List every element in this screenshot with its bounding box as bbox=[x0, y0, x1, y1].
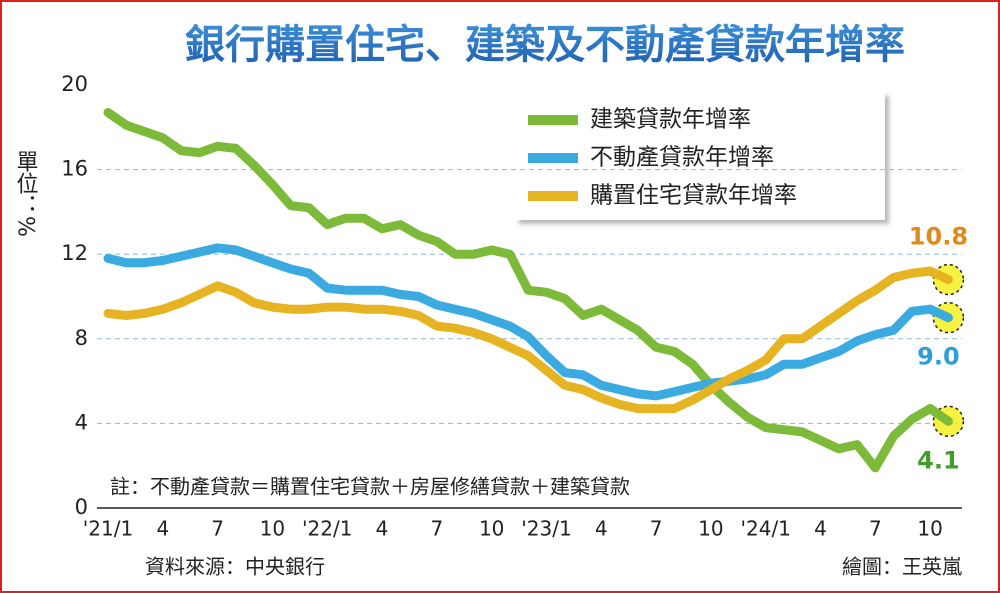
x-tick-label: 10 bbox=[698, 517, 723, 541]
line-end bbox=[925, 404, 953, 426]
line-series bbox=[103, 266, 953, 414]
x-tick-label: 7 bbox=[650, 517, 663, 541]
y-tick-label: 8 bbox=[75, 326, 88, 350]
x-tick-label: '23/1 bbox=[521, 517, 571, 541]
chart-title: 銀行購置住宅、建築及不動產貸款年增率 bbox=[185, 22, 905, 68]
x-tick-label: '21/1 bbox=[83, 517, 133, 541]
x-tick-label: '24/1 bbox=[741, 517, 791, 541]
x-tick-label: 7 bbox=[869, 517, 882, 541]
x-tick-label: 10 bbox=[479, 517, 504, 541]
source: 資料來源：中央銀行 bbox=[145, 555, 325, 579]
x-tick-label: 10 bbox=[917, 517, 942, 541]
x-tick-label: 4 bbox=[376, 517, 389, 541]
x-tick-label: 4 bbox=[595, 517, 608, 541]
x-tick-label: 10 bbox=[260, 517, 285, 541]
y-tick-label: 4 bbox=[75, 410, 88, 434]
y-axis-label: 單位：% bbox=[13, 150, 39, 237]
line-series bbox=[103, 243, 953, 401]
data-label: 10.8 bbox=[909, 223, 968, 251]
line-series bbox=[103, 108, 953, 473]
y-tick-label: 20 bbox=[61, 72, 88, 96]
legend-label: 不動產貸款年增率 bbox=[590, 145, 774, 171]
x-tick-label: 7 bbox=[211, 517, 224, 541]
y-tick-label: 12 bbox=[61, 241, 88, 265]
data-label: 9.0 bbox=[917, 343, 960, 371]
y-tick-label: 0 bbox=[75, 495, 88, 519]
credit: 繪圖：王英嵐 bbox=[842, 555, 962, 579]
x-tick-label: 4 bbox=[814, 517, 827, 541]
x-tick-label: 4 bbox=[156, 517, 169, 541]
y-tick-label: 16 bbox=[61, 157, 88, 181]
note: 註：不動產貸款＝購置住宅貸款＋房屋修繕貸款＋建築貸款 bbox=[110, 475, 630, 499]
line-end bbox=[925, 266, 953, 285]
x-tick-label: 7 bbox=[430, 517, 443, 541]
legend-label: 建築貸款年增率 bbox=[590, 107, 751, 133]
line-end bbox=[925, 304, 953, 323]
x-tick-label: '22/1 bbox=[302, 517, 352, 541]
legend-label: 購置住宅貸款年增率 bbox=[590, 183, 797, 209]
data-label: 4.1 bbox=[917, 446, 960, 474]
